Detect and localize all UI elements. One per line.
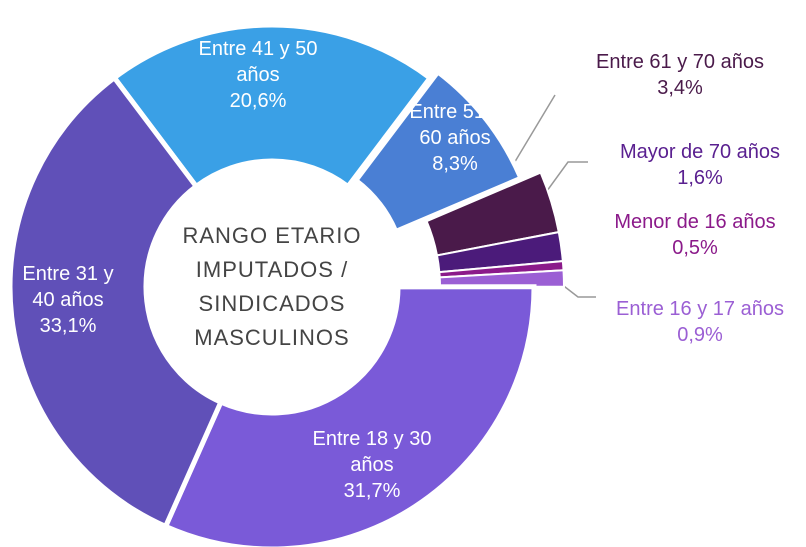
slice-label: Entre 16 y 17 años 0,9% [585, 296, 806, 348]
category-label: Entre 18 y 30 años [312, 428, 432, 476]
category-label: Entre 61 y 70 años [596, 51, 764, 73]
category-label: Mayor de 70 años [619, 141, 781, 163]
center-label-line: SINDICADOS [198, 291, 346, 316]
slice-label: Mayor de 70 años 1,6% [585, 139, 806, 191]
value-label: 31,7% [343, 480, 401, 502]
donut-slice [7, 74, 225, 530]
value-label: 0,9% [677, 324, 723, 346]
slice-label: Entre 51 y 60 años 8,3% [405, 99, 505, 177]
center-label: RANGO ETARIO IMPUTADOS / SINDICADOS MASCULI… [152, 219, 392, 355]
center-label-line: RANGO ETARIO [182, 223, 362, 248]
category-label: Entre 51 y 60 años [409, 101, 501, 149]
category-label: Entre 16 y 17 años [616, 298, 784, 320]
slice-label: Entre 18 y 30 años 31,7% [292, 426, 452, 504]
slice-label: Menor de 16 años 0,5% [580, 209, 806, 261]
donut-slice [352, 68, 525, 235]
donut-slice [110, 22, 434, 190]
value-label: 20,6% [229, 90, 287, 112]
center-label-line: MASCULINOS [194, 325, 350, 350]
value-label: 3,4% [657, 77, 703, 99]
slice-label: Entre 31 y 40 años 33,1% [13, 261, 123, 339]
value-label: 0,5% [672, 237, 718, 259]
category-label: Menor de 16 años [614, 211, 776, 233]
donut-slice [162, 284, 537, 547]
slice-label: Entre 41 y 50 años 20,6% [188, 36, 328, 114]
category-label: Entre 31 y 40 años [22, 263, 114, 311]
value-label: 8,3% [432, 153, 478, 175]
category-label: Entre 41 y 50 años [198, 38, 318, 86]
value-label: 33,1% [39, 315, 97, 337]
center-label-line: IMPUTADOS / [195, 257, 349, 282]
slice-label: Entre 61 y 70 años 3,4% [565, 49, 795, 101]
value-label: 1,6% [677, 167, 723, 189]
